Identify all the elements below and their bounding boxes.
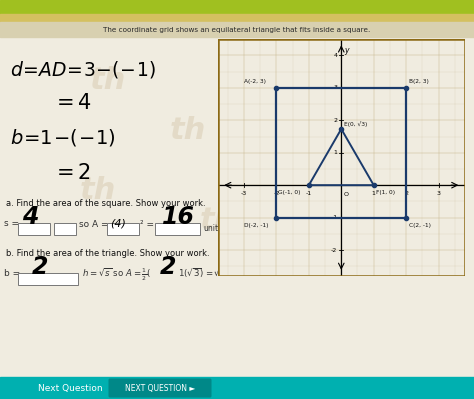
Text: -2: -2 <box>331 247 337 253</box>
Text: $=4$: $=4$ <box>52 93 92 113</box>
Text: E(0, √3): E(0, √3) <box>344 121 367 127</box>
Text: th: th <box>80 176 117 205</box>
FancyBboxPatch shape <box>109 379 211 397</box>
Text: -1: -1 <box>331 215 337 220</box>
Text: th: th <box>90 66 127 95</box>
Text: units²: units² <box>203 224 225 233</box>
Text: s =: s = <box>4 219 19 228</box>
Bar <box>0 14 474 24</box>
Text: C(2, -1): C(2, -1) <box>409 223 431 228</box>
Text: G(-1, 0): G(-1, 0) <box>278 190 301 195</box>
Text: F(1, 0): F(1, 0) <box>376 190 395 195</box>
Bar <box>107 223 139 235</box>
Text: ² =: ² = <box>140 220 154 229</box>
Text: 4: 4 <box>22 205 38 229</box>
Text: 3: 3 <box>437 191 440 196</box>
Text: Next Question: Next Question <box>38 383 102 393</box>
Bar <box>54 223 76 235</box>
Text: th: th <box>200 206 237 235</box>
Text: 2: 2 <box>160 255 176 279</box>
Text: -3: -3 <box>241 191 247 196</box>
Bar <box>0 22 474 37</box>
Text: b =: b = <box>4 269 20 278</box>
Text: A(-2, 3): A(-2, 3) <box>244 79 266 84</box>
Text: 2: 2 <box>32 255 48 279</box>
Text: so A =: so A = <box>79 220 109 229</box>
Text: 4: 4 <box>333 53 337 58</box>
Text: -2: -2 <box>273 191 280 196</box>
Text: (4): (4) <box>110 219 126 229</box>
Text: O: O <box>344 192 349 197</box>
Bar <box>18 223 50 235</box>
Text: 2: 2 <box>404 191 408 196</box>
Text: -1: -1 <box>306 191 312 196</box>
Text: y: y <box>344 46 348 55</box>
Bar <box>18 273 78 285</box>
Text: th: th <box>170 116 206 145</box>
Text: 1: 1 <box>372 191 376 196</box>
Text: NEXT QUESTION ►: NEXT QUESTION ► <box>125 383 195 393</box>
Bar <box>0 0 474 14</box>
Text: b. Find the area of the triangle. Show your work.: b. Find the area of the triangle. Show y… <box>6 249 210 258</box>
Text: 1: 1 <box>334 150 337 155</box>
Text: a. Find the area of the square. Show your work.: a. Find the area of the square. Show you… <box>6 199 206 208</box>
Bar <box>0 377 474 399</box>
Text: The coordinate grid shows an equilateral triangle that fits inside a square.: The coordinate grid shows an equilateral… <box>103 27 371 33</box>
Text: B(2, 3): B(2, 3) <box>409 79 428 84</box>
Text: 2: 2 <box>333 118 337 123</box>
Text: $h=\sqrt{s}$ so $A=\frac{1}{2}($: $h=\sqrt{s}$ so $A=\frac{1}{2}($ <box>82 267 152 283</box>
Text: D(-2, -1): D(-2, -1) <box>244 223 268 228</box>
Text: 16: 16 <box>162 205 195 229</box>
Bar <box>155 223 200 235</box>
Text: $d\!=\!AD\!=\!3\!-\!(\!-\!1)$: $d\!=\!AD\!=\!3\!-\!(\!-\!1)$ <box>10 59 155 81</box>
Text: $1(\sqrt{3})=\sqrt{3}$ units$^2$: $1(\sqrt{3})=\sqrt{3}$ units$^2$ <box>178 267 256 280</box>
Text: 3: 3 <box>333 85 337 91</box>
Text: $b\!=\!1\!-\!(\!-\!1)$: $b\!=\!1\!-\!(\!-\!1)$ <box>10 128 116 148</box>
Text: $=2$: $=2$ <box>52 163 91 183</box>
